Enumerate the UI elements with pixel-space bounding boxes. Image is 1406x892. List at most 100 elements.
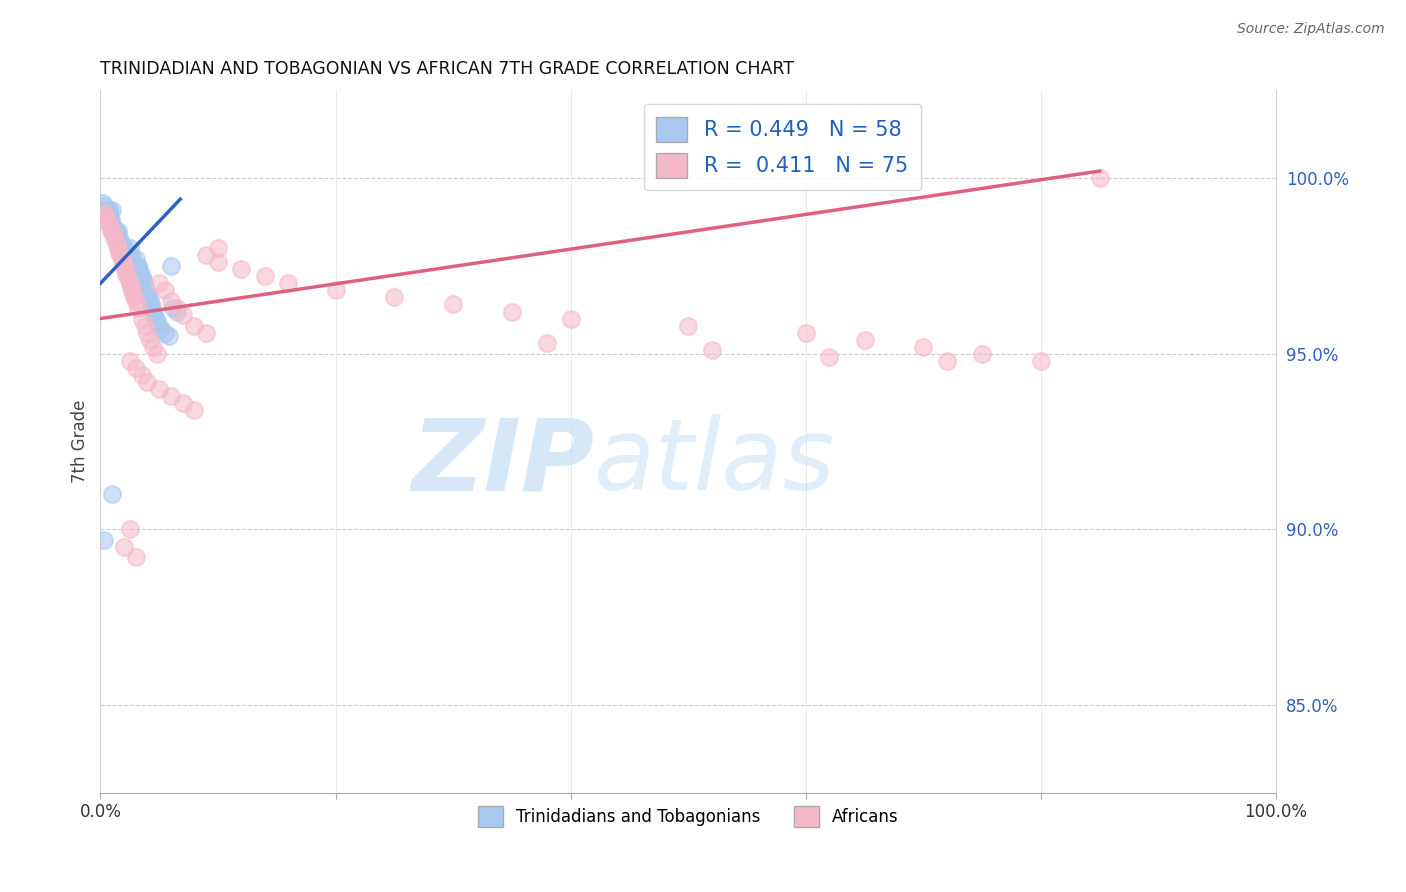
Point xyxy=(111,255,134,269)
Text: ZIP: ZIP xyxy=(411,414,595,511)
Point xyxy=(101,487,124,501)
Point xyxy=(157,329,180,343)
Text: TRINIDADIAN AND TOBAGONIAN VS AFRICAN 7TH GRADE CORRELATION CHART: TRINIDADIAN AND TOBAGONIAN VS AFRICAN 7T… xyxy=(100,60,794,78)
Point xyxy=(536,336,558,351)
Point xyxy=(104,234,127,248)
Point xyxy=(501,304,523,318)
Legend: Trinidadians and Tobagonians, Africans: Trinidadians and Tobagonians, Africans xyxy=(471,800,905,833)
Point xyxy=(98,206,121,220)
Point xyxy=(97,217,120,231)
Point xyxy=(111,237,134,252)
Point xyxy=(153,326,176,340)
Point xyxy=(382,290,405,304)
Point xyxy=(853,333,876,347)
Point xyxy=(114,244,136,259)
Point xyxy=(118,241,141,255)
Point xyxy=(166,301,188,315)
Point xyxy=(128,262,150,277)
Point xyxy=(112,259,135,273)
Point xyxy=(676,318,699,333)
Point xyxy=(142,304,165,318)
Point xyxy=(207,255,229,269)
Point xyxy=(183,318,205,333)
Point xyxy=(143,308,166,322)
Point xyxy=(105,237,128,252)
Point xyxy=(117,273,139,287)
Point xyxy=(117,269,139,284)
Point xyxy=(162,301,184,315)
Point xyxy=(132,277,155,291)
Point xyxy=(134,318,156,333)
Point xyxy=(794,326,817,340)
Point xyxy=(103,227,125,242)
Point xyxy=(138,333,160,347)
Point xyxy=(98,220,121,235)
Point xyxy=(118,522,141,536)
Point xyxy=(93,533,115,547)
Text: atlas: atlas xyxy=(595,414,835,511)
Point xyxy=(166,304,188,318)
Point xyxy=(118,353,141,368)
Point xyxy=(172,308,194,322)
Point xyxy=(325,284,347,298)
Point xyxy=(103,220,125,235)
Point xyxy=(101,202,124,217)
Point xyxy=(114,262,136,277)
Point xyxy=(136,326,159,340)
Point xyxy=(124,252,146,266)
Point xyxy=(1029,353,1052,368)
Point xyxy=(100,224,122,238)
Point xyxy=(560,311,582,326)
Point xyxy=(94,202,117,217)
Point xyxy=(150,322,173,336)
Point xyxy=(441,297,464,311)
Point xyxy=(142,340,165,354)
Point xyxy=(277,277,299,291)
Point xyxy=(117,248,139,262)
Point xyxy=(96,202,118,217)
Point xyxy=(700,343,723,358)
Text: Source: ZipAtlas.com: Source: ZipAtlas.com xyxy=(1237,22,1385,37)
Point xyxy=(97,202,120,217)
Point xyxy=(148,382,170,396)
Point xyxy=(183,402,205,417)
Point xyxy=(108,244,131,259)
Point xyxy=(160,293,183,308)
Point xyxy=(207,241,229,255)
Point xyxy=(121,284,143,298)
Point xyxy=(818,350,841,364)
Point xyxy=(121,252,143,266)
Point xyxy=(127,301,149,315)
Point xyxy=(172,396,194,410)
Point xyxy=(118,277,141,291)
Point xyxy=(912,340,935,354)
Point xyxy=(195,326,218,340)
Point xyxy=(110,234,132,248)
Point xyxy=(125,259,148,273)
Point xyxy=(101,217,124,231)
Point xyxy=(104,224,127,238)
Point xyxy=(146,315,169,329)
Point xyxy=(972,346,994,360)
Point xyxy=(117,252,139,266)
Point xyxy=(96,210,118,224)
Point xyxy=(138,290,160,304)
Point xyxy=(138,293,160,308)
Point xyxy=(91,195,114,210)
Point xyxy=(115,248,138,262)
Point xyxy=(94,210,117,224)
Point xyxy=(112,241,135,255)
Point xyxy=(153,284,176,298)
Point xyxy=(115,266,138,280)
Point xyxy=(93,199,115,213)
Point xyxy=(122,287,145,301)
Point xyxy=(1088,171,1111,186)
Point xyxy=(124,259,146,273)
Point xyxy=(160,389,183,403)
Point xyxy=(103,231,125,245)
Point xyxy=(195,248,218,262)
Point xyxy=(124,290,146,304)
Point xyxy=(139,297,162,311)
Point xyxy=(129,266,152,280)
Point xyxy=(231,262,253,277)
